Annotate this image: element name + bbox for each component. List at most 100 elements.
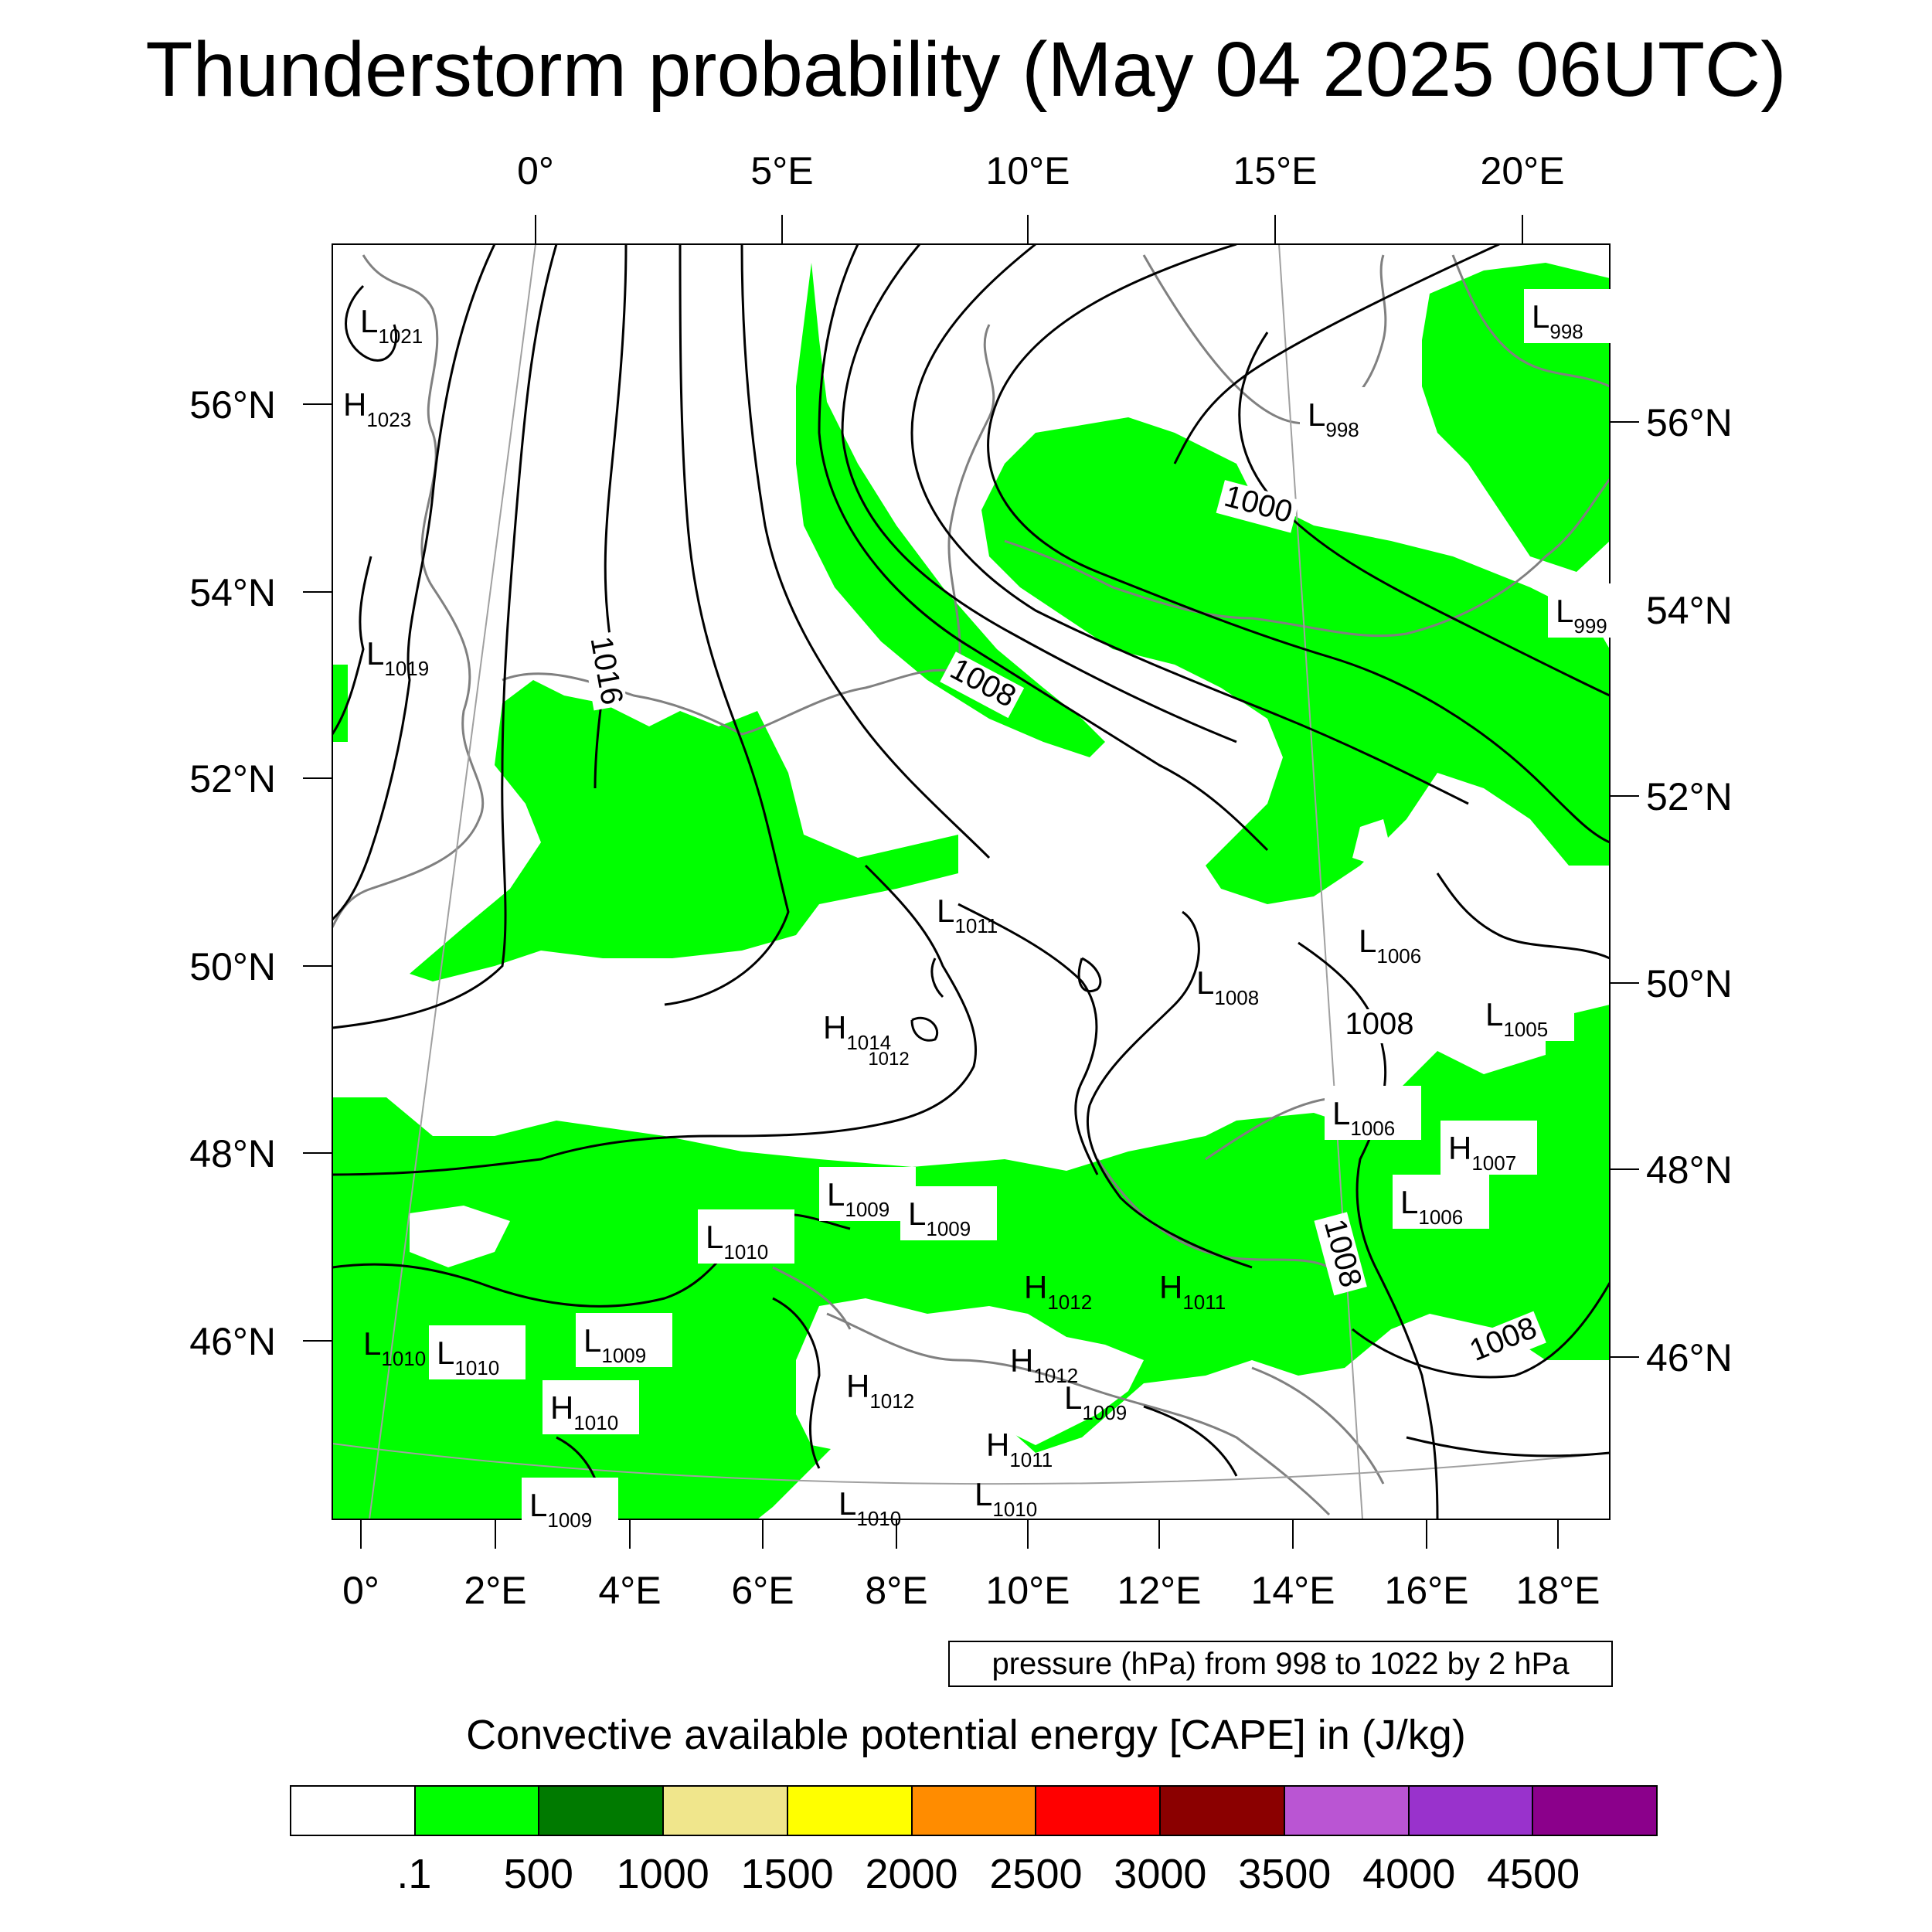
pressure-center-value: 998 <box>1549 320 1583 343</box>
left-lat-label: 54°N <box>189 571 276 614</box>
bottom-lon-label: 0° <box>342 1569 379 1612</box>
bottom-lon-label: 12°E <box>1117 1569 1202 1612</box>
left-lat-label: 46°N <box>189 1320 276 1363</box>
isobar <box>1436 872 1610 960</box>
pressure-note: pressure (hPa) from 998 to 1022 by 2 hPa <box>948 1641 1613 1687</box>
isobar <box>930 957 944 998</box>
colorbar-swatch <box>664 1787 788 1835</box>
pressure-center-value: 1014 <box>846 1031 891 1054</box>
left-lat-label: 50°N <box>189 945 276 988</box>
top-lon-label: 10°E <box>986 149 1070 192</box>
low-pressure-center: L1009 <box>576 1313 672 1367</box>
pressure-center-value: 1010 <box>856 1507 901 1530</box>
pressure-center-value: 999 <box>1573 614 1607 638</box>
pressure-center-label: L1008 <box>1196 964 1259 1009</box>
low-pressure-center: L1005 <box>1478 987 1574 1041</box>
colorbar-tick-label: 1000 <box>616 1851 709 1897</box>
cape-area-south-band <box>332 1051 1610 1519</box>
bottom-lon-label: 16°E <box>1385 1569 1469 1612</box>
low-pressure-center: L1010 <box>975 1476 1037 1521</box>
colorbar-swatch <box>291 1787 416 1835</box>
chart-title: Thunderstorm probability (May 04 2025 06… <box>145 26 1787 113</box>
colorbar-swatch <box>1036 1787 1162 1835</box>
pressure-center-value: 1011 <box>1009 1448 1053 1471</box>
right-lat-label: 52°N <box>1646 775 1733 818</box>
pressure-center-label: L1021 <box>360 303 423 348</box>
pressure-center-label: H1014 <box>823 1009 891 1054</box>
left-latitude-labels: 56°N 54°N 52°N 50°N 48°N 46°N <box>189 383 276 1363</box>
right-lat-label: 48°N <box>1646 1148 1733 1192</box>
label-background <box>1393 1175 1489 1229</box>
isobar <box>1086 910 1253 1269</box>
pressure-center-value: 1011 <box>954 914 998 937</box>
colorbar-swatch <box>1161 1787 1285 1835</box>
pressure-center-value: 1010 <box>454 1356 499 1379</box>
low-pressure-center: L1006 <box>1325 1086 1421 1140</box>
isobar <box>332 244 558 1029</box>
colorbar-swatch <box>415 1787 540 1835</box>
colorbar-tick-label: 1500 <box>740 1851 834 1897</box>
pressure-center-value: 1007 <box>1471 1151 1516 1175</box>
label-background <box>522 1478 618 1532</box>
cape-gap-alps <box>796 1298 1144 1453</box>
label-background <box>1440 1121 1537 1175</box>
low-pressure-center: L1011 <box>937 893 998 937</box>
isobar <box>332 244 496 921</box>
low-pressure-center: L998 <box>1524 289 1621 343</box>
pressure-center-label: L1010 <box>838 1485 901 1530</box>
isobar <box>957 903 1099 1175</box>
isobar-value-label: 1008 <box>1345 1007 1414 1041</box>
label-background <box>819 1167 916 1221</box>
bottom-lon-label: 18°E <box>1516 1569 1600 1612</box>
colorbar-tick-label: 3000 <box>1114 1851 1207 1897</box>
bottom-lon-label: 8°E <box>865 1569 927 1612</box>
pressure-center-value: 1010 <box>573 1411 618 1434</box>
pressure-center-label: L1019 <box>366 635 429 680</box>
isobar <box>1143 1405 1238 1477</box>
colorbar-swatch <box>787 1787 913 1835</box>
isobar <box>772 1297 821 1469</box>
low-pressure-center: L1010 <box>429 1325 526 1379</box>
isobar-value-label: 1016 <box>583 634 629 707</box>
colorbar-tick-label: .1 <box>396 1851 432 1897</box>
right-lat-label: 46°N <box>1646 1336 1733 1379</box>
pressure-center-value: 1012 <box>869 1389 914 1413</box>
bottom-lon-label: 6°E <box>731 1569 794 1612</box>
isobar <box>1406 1436 1610 1458</box>
pressure-center-value: 1010 <box>992 1498 1037 1521</box>
bottom-lon-label: 10°E <box>986 1569 1070 1612</box>
pressure-center-value: 998 <box>1325 418 1359 441</box>
bottom-lon-label: 2°E <box>464 1569 526 1612</box>
map-frame <box>332 243 1611 1520</box>
label-background <box>1300 387 1396 441</box>
coastlines <box>332 254 1610 1516</box>
isobar <box>740 244 991 859</box>
cape-area-north-sea-coast <box>796 263 1105 757</box>
high-pressure-center: H1023 <box>343 386 411 431</box>
cape-area-east <box>1546 1005 1610 1236</box>
pressure-center-value: 1010 <box>381 1347 426 1370</box>
low-pressure-center: L1009 <box>819 1167 916 1221</box>
label-background <box>1325 1086 1421 1140</box>
bottom-lon-label: 14°E <box>1251 1569 1335 1612</box>
bottom-lon-label: 4°E <box>598 1569 661 1612</box>
pressure-center-label: H1023 <box>343 386 411 431</box>
high-pressure-center: H1007 <box>1440 1121 1537 1175</box>
pressure-center-value: 1008 <box>1214 986 1259 1009</box>
low-pressure-center: L1006 <box>1393 1175 1489 1229</box>
top-lon-label: 0° <box>517 149 554 192</box>
isobars <box>332 244 1610 1519</box>
left-lat-label: 56°N <box>189 383 276 427</box>
legend-title: Convective available potential energy [C… <box>466 1712 1466 1758</box>
right-lat-label: 50°N <box>1646 962 1733 1005</box>
low-pressure-center: L998 <box>1300 387 1396 441</box>
isobar <box>910 1016 939 1042</box>
cape-area-west-edge <box>332 665 348 742</box>
cape-colorbar-labels: .1 500 1000 1500 2000 2500 3000 3500 4000 4500 <box>290 1847 1658 1901</box>
cape-gap-france <box>410 1206 510 1267</box>
right-lat-label: 54°N <box>1646 589 1733 632</box>
isobar <box>332 864 978 1176</box>
pressure-center-value: 1009 <box>547 1509 592 1532</box>
label-background <box>1524 289 1621 343</box>
isobar <box>332 556 372 735</box>
